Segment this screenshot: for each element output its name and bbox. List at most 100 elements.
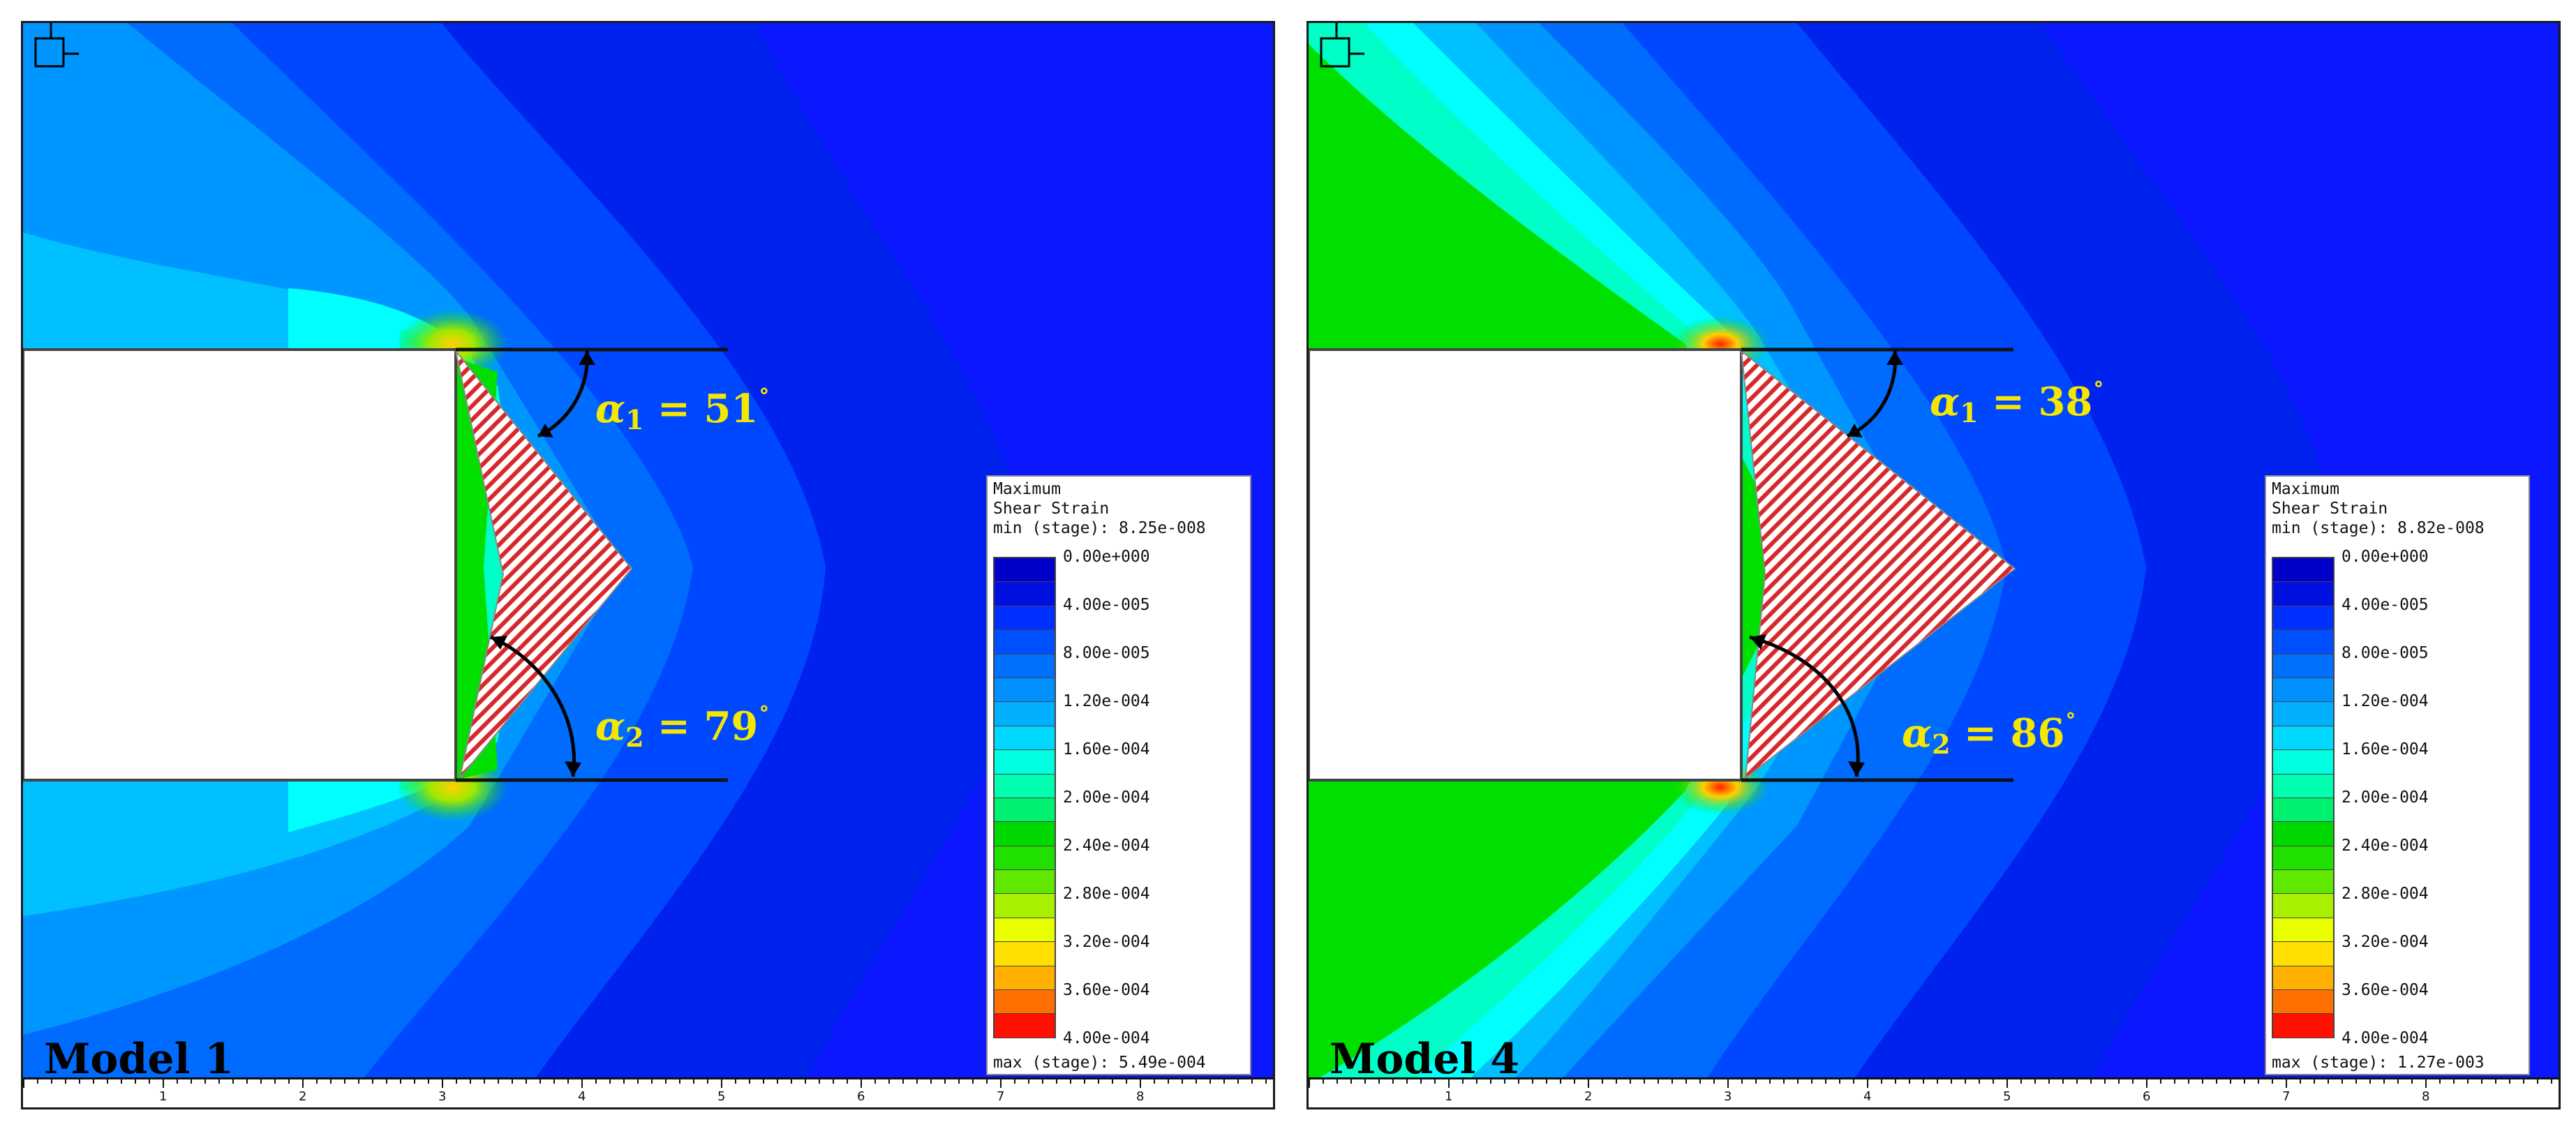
legend-swatch [2273,1014,2333,1038]
ruler-tick [163,1079,164,1088]
ruler-tick [1140,1079,1141,1088]
ruler-label: 8 [1136,1089,1145,1104]
ruler-tick [833,1079,834,1084]
failure-wedge [1740,349,2016,780]
ruler-tick [2104,1079,2106,1084]
ruler-tick [693,1079,694,1084]
ruler-tick [2118,1079,2120,1084]
ruler-tick [218,1079,220,1084]
ruler-tick [1378,1079,1380,1084]
ruler-tick [386,1079,387,1084]
ruler-tick [1237,1079,1239,1084]
legend-swatch [995,990,1055,1015]
ruler-label: 5 [2003,1089,2011,1104]
legend-swatch [2273,654,2333,678]
legend-tick: 1.20e-004 [1063,692,1150,710]
ruler-tick [2034,1079,2036,1084]
legend-tick: 3.60e-004 [1063,981,1150,999]
ruler-tick [1462,1079,1464,1084]
legend-swatch [2273,702,2333,726]
axes-icon [34,23,79,68]
legend-tick: 0.00e+000 [2342,548,2429,566]
ruler-tick [2551,1079,2552,1084]
ruler-tick [1811,1079,1812,1084]
ruler-tick [79,1079,80,1084]
ruler-tick [2230,1079,2231,1084]
ruler-tick [1126,1079,1127,1084]
ruler-tick [1895,1079,1896,1084]
failure-wedge [455,350,633,779]
alpha1-label: α1 = 38˚ [1930,379,2105,428]
legend-tick: 4.00e-004 [1063,1029,1150,1047]
ruler-tick [1825,1079,1826,1084]
ruler-tick [944,1079,946,1084]
ruler-tick [1951,1079,1952,1084]
ruler-tick [2174,1079,2175,1084]
ruler-tick [2160,1079,2161,1084]
ruler-tick [2453,1079,2455,1084]
ruler-label: 3 [1724,1089,1732,1104]
ruler-tick [260,1079,262,1084]
legend: Maximum Shear Strain min (stage): 8.82e-… [2265,475,2530,1075]
ruler-tick [288,1079,290,1084]
legend-tick: 2.40e-004 [1063,837,1150,855]
ruler-tick [2216,1079,2217,1084]
ruler-tick [1853,1079,1854,1084]
legend-swatch [995,918,1055,943]
ruler-tick [651,1079,653,1084]
ruler-tick [930,1079,932,1084]
ruler-tick [2062,1079,2064,1084]
ruler-tick [805,1079,806,1084]
ruler-label: 1 [159,1089,167,1104]
ruler-tick [623,1079,625,1084]
ruler-tick [1839,1079,1840,1084]
legend-min: min (stage): 8.82e-008 [2272,519,2485,537]
legend-swatch [995,582,1055,606]
legend-max: max (stage): 1.27e-003 [2272,1054,2485,1072]
legend-swatch [995,750,1055,775]
legend-tick: 4.00e-005 [1063,596,1150,614]
legend-tick: 3.60e-004 [2342,981,2429,999]
ruler-tick [1323,1079,1324,1084]
ruler-tick [902,1079,904,1084]
ruler-tick [1406,1079,1408,1084]
ruler-label: 5 [717,1089,726,1104]
ruler-tick [1546,1079,1547,1084]
ruler-tick [679,1079,680,1084]
ruler-tick [1251,1079,1253,1084]
legend-swatch [2273,894,2333,918]
ruler-label: 4 [578,1089,586,1104]
legend-swatch [995,942,1055,966]
ruler-tick [344,1079,345,1084]
legend-swatches [2272,557,2335,1038]
ruler-tick [1434,1079,1436,1084]
ruler-tick [847,1079,848,1084]
ruler-tick [553,1079,555,1084]
ruler-tick [2509,1079,2510,1084]
ruler-tick [414,1079,415,1084]
ruler-tick [135,1079,136,1084]
ruler-tick [1196,1079,1197,1084]
ruler-tick [1518,1079,1519,1084]
ruler-tick [121,1079,122,1084]
ruler-tick [1028,1079,1029,1084]
legend-title: Maximum [2272,480,2339,498]
legend-tick: 2.80e-004 [1063,885,1150,903]
ruler-label: 6 [857,1089,865,1104]
ruler-tick [1672,1079,1673,1084]
ruler-tick [498,1079,499,1084]
legend-tick: 8.00e-005 [1063,644,1150,662]
ruler-tick [2397,1079,2399,1084]
ruler-tick [191,1079,192,1084]
legend-swatch [2273,918,2333,943]
model-label: Model 4 [1330,1035,1519,1084]
ruler-label: 6 [2143,1089,2151,1104]
ruler-tick [1993,1079,1994,1084]
legend-swatch [2273,774,2333,798]
ruler-tick [1658,1079,1659,1084]
ruler-tick [1056,1079,1057,1084]
ruler-tick [874,1079,876,1084]
alpha1-label: α1 = 51˚ [595,386,770,435]
legend-swatch [995,846,1055,871]
legend-swatch [2273,990,2333,1015]
